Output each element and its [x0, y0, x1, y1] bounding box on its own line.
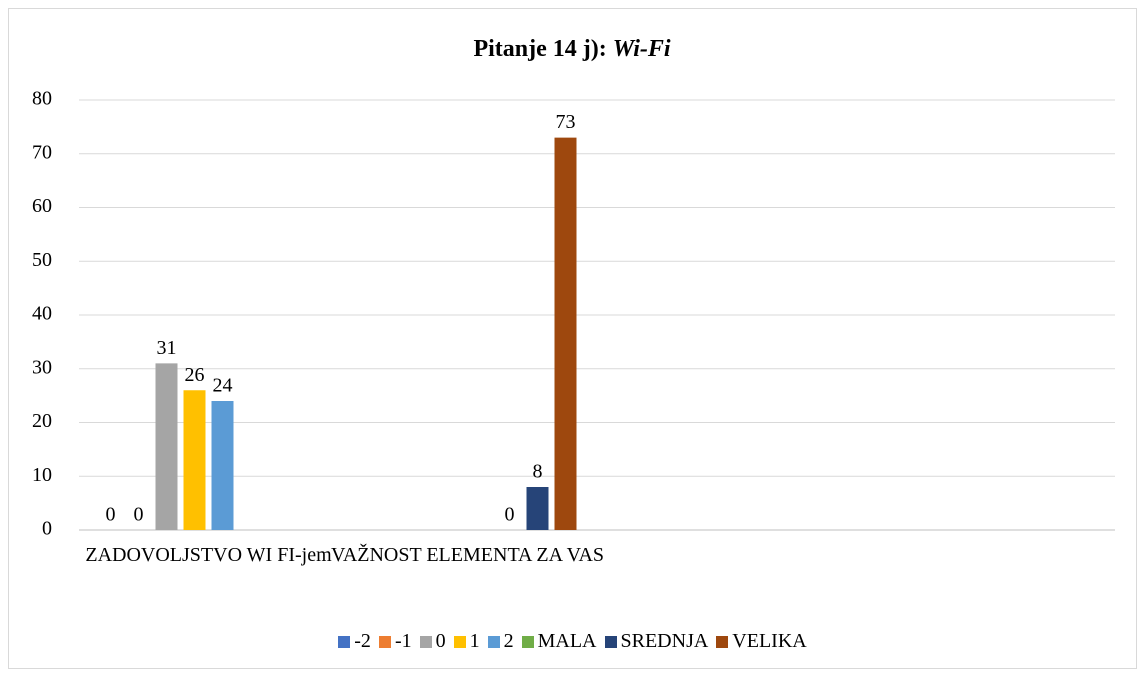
bar: [526, 487, 549, 530]
legend-label: SREDNJA: [620, 630, 709, 652]
legend-label: MALA: [537, 630, 597, 652]
legend-swatch: [604, 635, 617, 648]
y-tick-label: 30: [32, 356, 52, 378]
legend-label: 1: [469, 630, 480, 652]
legend-swatch: [453, 635, 466, 648]
data-label: 8: [533, 461, 543, 483]
x-tick-label: VAŽNOST ELEMENTA ZA VAS: [330, 544, 605, 566]
legend-item: MALA: [521, 630, 597, 653]
bar: [554, 137, 577, 530]
y-tick-label: 40: [32, 303, 52, 325]
legend-item: VELIKA: [716, 630, 807, 653]
y-tick-label: 60: [32, 195, 52, 217]
legend-item: 2: [487, 630, 514, 653]
legend-label: -2: [354, 630, 371, 652]
legend-item: 0: [419, 630, 446, 653]
x-tick-label: ZADOVOLJSTVO WI FI-jem: [85, 544, 332, 566]
legend-swatch: [419, 635, 432, 648]
bar: [155, 363, 178, 530]
legend-label: 0: [435, 630, 446, 652]
data-label: 31: [157, 337, 177, 359]
data-label: 26: [185, 364, 205, 386]
y-tick-label: 20: [32, 410, 52, 432]
bar: [211, 401, 234, 530]
legend-label: -1: [394, 630, 412, 652]
y-tick-label: 0: [42, 518, 52, 540]
data-label: 0: [106, 504, 116, 526]
y-tick-label: 80: [32, 88, 52, 110]
data-label: 24: [213, 375, 233, 397]
legend-item: SREDNJA: [604, 630, 709, 653]
title-italic: Wi-Fi: [613, 36, 671, 62]
data-label: 0: [505, 504, 515, 526]
legend-swatch: [487, 635, 500, 648]
title-main: Pitanje 14 j):: [473, 36, 606, 62]
data-label: 0: [134, 504, 144, 526]
legend-swatch: [521, 635, 534, 648]
data-label: 73: [556, 111, 576, 133]
legend-item: -1: [378, 630, 412, 653]
y-tick-label: 10: [32, 464, 52, 486]
legend: -2 -1 0 1 2 MALA SREDNJA VELIKA: [0, 630, 1145, 653]
legend-swatch: [716, 635, 729, 648]
bar: [183, 390, 206, 530]
legend-item: -2: [338, 630, 371, 653]
legend-swatch: [338, 635, 351, 648]
legend-item: 1: [453, 630, 480, 653]
y-tick-label: 70: [32, 141, 52, 163]
chart-title: Pitanje 14 j): Wi-Fi: [473, 36, 670, 62]
legend-swatch: [378, 635, 391, 648]
y-tick-label: 50: [32, 249, 52, 271]
legend-label: VELIKA: [732, 630, 807, 652]
legend-label: 2: [503, 630, 514, 652]
